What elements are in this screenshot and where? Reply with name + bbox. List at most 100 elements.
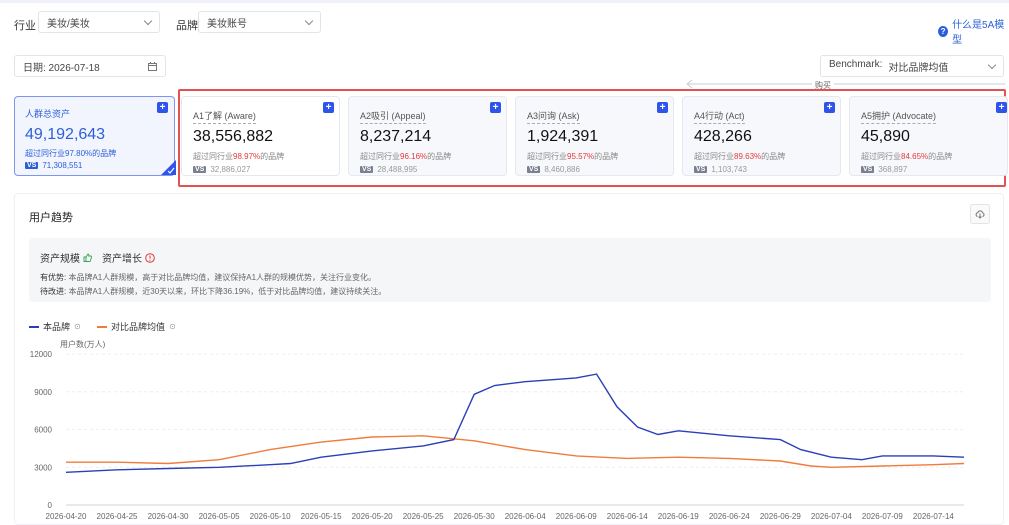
stage-card-vs-value: 8,460,886 — [544, 165, 580, 174]
x-tick-label: 2026-04-25 — [97, 512, 138, 521]
tab-asset-growth-label: 资产增长 — [102, 254, 142, 265]
tab-asset-growth[interactable]: 资产增长 — [102, 250, 155, 265]
legend-label: 对比品牌均值 — [111, 322, 166, 332]
x-tick-label: 2026-04-20 — [46, 512, 87, 521]
stage-card[interactable]: A3问询 (Ask) 1,924,391 超过同行业95.57%的品牌 VS 8,… — [515, 96, 674, 176]
info-icon: ⊙ — [74, 322, 81, 331]
calendar-icon — [148, 61, 157, 71]
improve-text: 本品牌A1人群规模，近30天以来，环比下降36.19%，低于对比品牌均值，建议持… — [68, 287, 387, 296]
stage-card-vs-value: 32,886,027 — [210, 165, 251, 174]
warning-icon — [145, 252, 155, 263]
stage-card-title: A4行动 (Act) — [694, 109, 745, 124]
help-link-text: 什么是5A模型 — [952, 20, 1005, 46]
stage-card-value: 428,266 — [694, 128, 752, 145]
brand-select[interactable]: 美妆账号 — [198, 11, 321, 33]
stage-card-sub-prefix: 超过同行业 — [527, 152, 567, 161]
stage-card-sub: 超过同行业96.16%的品牌 — [360, 151, 506, 162]
add-icon[interactable]: + — [323, 102, 334, 113]
stage-card-title: A2吸引 (Appeal) — [360, 109, 426, 124]
x-tick-label: 2026-05-10 — [250, 512, 291, 521]
info-icon: ⊙ — [169, 322, 176, 331]
chevron-down-icon — [987, 60, 997, 69]
benchmark-select[interactable]: Benchmark: 对比品牌均值 — [820, 55, 1004, 77]
add-icon[interactable]: + — [490, 102, 501, 113]
total-assets-title: 人群总资产 — [25, 109, 71, 119]
industry-label: 行业 — [14, 20, 36, 32]
y-tick-label: 6000 — [34, 426, 52, 435]
brand-select-value: 美妆账号 — [207, 18, 247, 30]
stage-card-sub: 超过同行业98.97%的品牌 — [193, 151, 339, 162]
x-tick-label: 2026-04-30 — [148, 512, 189, 521]
total-assets-value: 49,192,643 — [25, 126, 106, 143]
stage-card-sub-suffix: 的品牌 — [260, 152, 285, 161]
total-assets-card[interactable]: 人群总资产 49,192,643 超过同行业97.80%的品牌 VS 71,308… — [14, 96, 176, 176]
add-icon[interactable]: + — [996, 102, 1007, 113]
add-icon[interactable]: + — [657, 102, 668, 113]
x-tick-label: 2026-05-25 — [403, 512, 444, 521]
add-icon[interactable]: + — [157, 102, 168, 113]
stage-card[interactable]: A2吸引 (Appeal) 8,237,214 超过同行业96.16%的品牌 V… — [348, 96, 507, 176]
top-strip — [0, 0, 1009, 3]
chevron-down-icon — [304, 16, 314, 25]
help-link[interactable]: ? 什么是5A模型 — [938, 16, 1009, 46]
total-assets-sub: 超过同行业97.80%的品牌 — [25, 149, 117, 158]
legend-item-brand[interactable]: 本品牌 ⊙ — [29, 320, 81, 333]
x-tick-label: 2026-06-04 — [505, 512, 546, 521]
improve-label: 待改进: — [40, 287, 67, 296]
stage-card-sub: 超过同行业89.63%的品牌 — [694, 151, 840, 162]
x-tick-label: 2026-07-09 — [862, 512, 903, 521]
date-picker-value: 日期: 2026-07-18 — [23, 62, 100, 74]
stage-card[interactable]: A1了解 (Aware) 38,556,882 超过同行业98.97%的品牌 V… — [181, 96, 340, 176]
legend-label: 本品牌 — [43, 322, 71, 332]
stage-card-sub-suffix: 的品牌 — [594, 152, 619, 161]
stage-card-value: 45,890 — [861, 128, 910, 145]
y-tick-label: 9000 — [34, 388, 52, 397]
industry-select[interactable]: 美妆/美妆 — [38, 11, 160, 33]
vs-badge: VS — [861, 166, 875, 173]
download-cloud-icon — [975, 210, 985, 219]
y-axis-label: 用户数(万人) — [60, 340, 106, 349]
add-icon[interactable]: + — [824, 102, 835, 113]
stage-card-sub-prefix: 超过同行业 — [193, 152, 233, 161]
user-trend-chart: 0 3000 6000 9000 12000 2026-04-20 2026-04-25 20… — [30, 350, 965, 521]
stage-card[interactable]: A4行动 (Act) 428,266 超过同行业89.63%的品牌 VS 1,10… — [682, 96, 841, 176]
series-line-brand — [65, 373, 965, 473]
x-tick-label: 2026-06-24 — [709, 512, 750, 521]
download-button[interactable] — [970, 204, 990, 224]
stage-card-title: A1了解 (Aware) — [193, 109, 256, 124]
y-tick-label: 12000 — [30, 350, 53, 359]
vs-badge: VS — [360, 166, 374, 173]
benchmark-value: 对比品牌均值 — [888, 62, 949, 74]
vs-badge: VS — [527, 166, 541, 173]
benchmark-label: Benchmark: — [829, 58, 883, 70]
stage-card-sub: 超过同行业84.65%的品牌 — [861, 151, 1007, 162]
vs-badge: VS — [694, 166, 708, 173]
stage-card-sub-suffix: 的品牌 — [928, 152, 953, 161]
corner-check-icon — [161, 160, 176, 175]
stage-card-pct: 96.16% — [400, 152, 428, 161]
stage-card-value: 8,237,214 — [360, 128, 432, 145]
stage-card-sub-prefix: 超过同行业 — [694, 152, 734, 161]
stage-card-pct: 84.65% — [901, 152, 929, 161]
stage-card-pct: 95.57% — [567, 152, 595, 161]
x-tick-label: 2026-06-09 — [556, 512, 597, 521]
tab-asset-scale[interactable]: 资产规模 — [40, 250, 92, 265]
y-tick-label: 0 — [48, 501, 53, 510]
legend-item-benchmark[interactable]: 对比品牌均值 ⊙ — [97, 320, 176, 333]
date-picker[interactable]: 日期: 2026-07-18 — [14, 55, 166, 77]
chevron-down-icon — [143, 16, 153, 25]
stage-card[interactable]: A5拥护 (Advocate) 45,890 超过同行业84.65%的品牌 VS… — [849, 96, 1008, 176]
stage-card-pct: 89.63% — [734, 152, 762, 161]
x-tick-label: 2026-05-05 — [199, 512, 240, 521]
x-tick-label: 2026-05-20 — [352, 512, 393, 521]
brand-label: 品牌 — [176, 20, 198, 32]
stage-card-sub-suffix: 的品牌 — [761, 152, 786, 161]
vs-badge: VS — [193, 166, 207, 173]
stage-card-pct: 98.97% — [233, 152, 261, 161]
stage-card-sub-prefix: 超过同行业 — [360, 152, 400, 161]
stage-card-title: A3问询 (Ask) — [527, 109, 580, 124]
advantage-row: 有优势: 本品牌A1人群规模，高于对比品牌均值，建议保持A1人群的规模优势，关注… — [40, 272, 376, 283]
purchase-arrow — [686, 79, 1005, 89]
x-tick-label: 2026-07-14 — [913, 512, 954, 521]
stage-card-vs-value: 368,897 — [878, 165, 908, 174]
